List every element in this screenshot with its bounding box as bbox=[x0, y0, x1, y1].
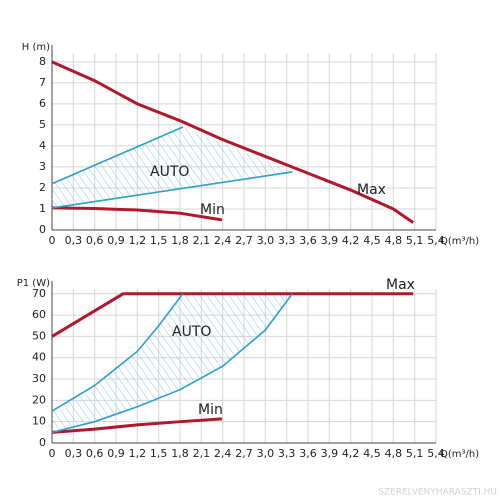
x-tick-label: 5,1 bbox=[406, 234, 424, 247]
x-tick-label: 4,2 bbox=[342, 447, 360, 460]
x-tick-label: 3,9 bbox=[321, 447, 339, 460]
series-label: Min bbox=[198, 402, 223, 418]
x-tick-label: 0 bbox=[49, 234, 56, 247]
x-tick-label: 0,3 bbox=[65, 234, 83, 247]
x-tick-label: 0,9 bbox=[107, 234, 125, 247]
series-line bbox=[51, 60, 415, 224]
x-tick-label: 4,5 bbox=[363, 234, 381, 247]
series-line bbox=[51, 417, 223, 434]
series-line bbox=[51, 171, 293, 209]
x-tick-label: 5,4 bbox=[427, 234, 445, 247]
y-tick-label: 6 bbox=[39, 97, 46, 110]
y-tick-label: 1 bbox=[39, 202, 46, 215]
x-tick-label: 5,4 bbox=[427, 447, 445, 460]
series-line bbox=[51, 293, 184, 412]
x-tick-label: 0,6 bbox=[86, 234, 104, 247]
x-tick-label: 4,5 bbox=[363, 447, 381, 460]
x-tick-label: 4,8 bbox=[385, 447, 403, 460]
x-tick-label: 4,2 bbox=[342, 234, 360, 247]
series-line bbox=[51, 293, 293, 434]
x-tick-label: 3,6 bbox=[299, 447, 317, 460]
x-tick-label: 3,0 bbox=[257, 234, 275, 247]
x-tick-label: 0,6 bbox=[86, 447, 104, 460]
y-tick-label: 3 bbox=[39, 160, 46, 173]
series-label: Max bbox=[357, 182, 386, 198]
series-label: AUTO bbox=[150, 164, 189, 180]
series-line bbox=[51, 206, 223, 222]
y-tick-label: 70 bbox=[32, 287, 46, 300]
x-tick-label: 1,5 bbox=[150, 234, 168, 247]
y-tick-label: 4 bbox=[39, 139, 46, 152]
x-tick-label: 2,7 bbox=[235, 447, 253, 460]
series-label: Min bbox=[200, 202, 225, 218]
x-tick-label: 2,1 bbox=[193, 234, 211, 247]
y-tick-label: 20 bbox=[32, 393, 46, 406]
x-tick-label: 4,8 bbox=[385, 234, 403, 247]
x-tick-label: 2,4 bbox=[214, 234, 232, 247]
y-axis-title: H (m) bbox=[22, 42, 50, 53]
x-tick-label: 3,3 bbox=[278, 447, 296, 460]
series-line bbox=[51, 292, 414, 338]
auto-zone-hatch bbox=[52, 293, 293, 433]
series-line bbox=[51, 126, 184, 185]
x-tick-label: 1,5 bbox=[150, 447, 168, 460]
x-tick-label: 3,0 bbox=[257, 447, 275, 460]
y-tick-label: 60 bbox=[32, 308, 46, 321]
x-tick-label: 0,9 bbox=[107, 447, 125, 460]
x-tick-label: 5,1 bbox=[406, 447, 424, 460]
watermark: SZERELVENYHARASZTI.HU bbox=[378, 488, 497, 498]
y-tick-label: 0 bbox=[39, 436, 46, 449]
series-label: Max bbox=[386, 277, 415, 293]
series-label: AUTO bbox=[172, 324, 211, 340]
y-tick-label: 30 bbox=[32, 372, 46, 385]
x-axis-title: Q(m³/h) bbox=[440, 236, 479, 247]
x-tick-label: 0 bbox=[49, 447, 56, 460]
x-tick-label: 1,2 bbox=[129, 234, 147, 247]
x-tick-label: 2,7 bbox=[235, 234, 253, 247]
y-tick-label: 10 bbox=[32, 415, 46, 428]
y-tick-label: 7 bbox=[39, 76, 46, 89]
x-tick-label: 1,8 bbox=[171, 234, 189, 247]
x-tick-label: 3,3 bbox=[278, 234, 296, 247]
y-tick-label: 40 bbox=[32, 351, 46, 364]
y-tick-label: 2 bbox=[39, 181, 46, 194]
x-tick-label: 3,9 bbox=[321, 234, 339, 247]
x-axis-title: Q(m³/h) bbox=[440, 449, 479, 460]
x-tick-label: 1,2 bbox=[129, 447, 147, 460]
y-tick-label: 50 bbox=[32, 329, 46, 342]
y-tick-label: 5 bbox=[39, 118, 46, 131]
x-tick-label: 2,4 bbox=[214, 447, 232, 460]
x-tick-label: 2,1 bbox=[193, 447, 211, 460]
y-axis-title: P1 (W) bbox=[17, 278, 50, 289]
y-tick-label: 8 bbox=[39, 55, 46, 68]
x-tick-label: 1,8 bbox=[171, 447, 189, 460]
y-tick-label: 0 bbox=[39, 223, 46, 236]
x-tick-label: 3,6 bbox=[299, 234, 317, 247]
auto-zone-hatch bbox=[52, 126, 293, 208]
x-tick-label: 0,3 bbox=[65, 447, 83, 460]
